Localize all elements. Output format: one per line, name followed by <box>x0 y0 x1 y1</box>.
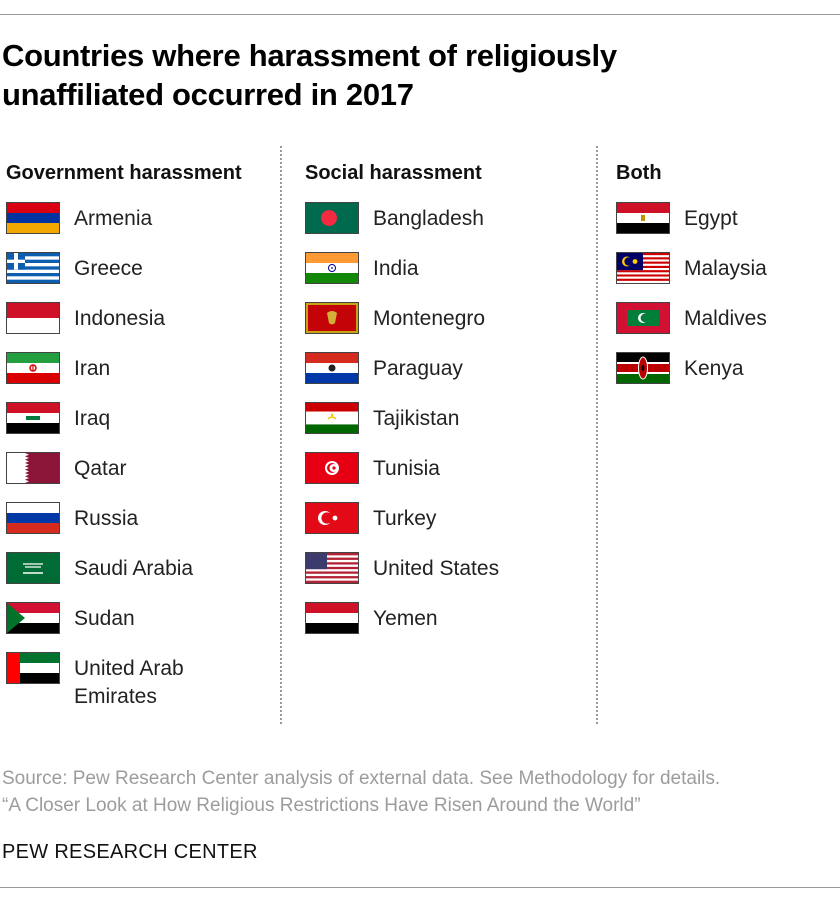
country-name: Sudan <box>74 607 135 630</box>
tunisia-flag-icon <box>305 452 359 484</box>
bottom-rule <box>0 887 840 888</box>
greece-flag-icon <box>6 252 60 284</box>
india-flag-icon <box>305 252 359 284</box>
country-item-malaysia: Malaysia <box>616 252 767 302</box>
country-name-line-1: United Arab <box>74 657 184 680</box>
turkey-flag-icon <box>305 502 359 534</box>
montenegro-flag-icon <box>305 302 359 334</box>
country-name: Montenegro <box>373 307 486 330</box>
country-name: United States <box>373 557 500 580</box>
russia-flag-icon <box>6 502 60 534</box>
yemen-flag-icon <box>305 602 359 634</box>
top-rule <box>0 14 840 15</box>
country-item-india: India <box>305 252 482 302</box>
paraguay-flag-icon <box>305 352 359 384</box>
country-item-montenegro: Montenegro <box>305 302 485 352</box>
title-line-2: unaffiliated occurred in 2017 <box>2 77 414 112</box>
united-states-flag-icon <box>305 552 359 584</box>
country-item-tajikistan: Tajikistan <box>305 402 482 452</box>
iraq-flag-icon <box>6 402 60 434</box>
iran-flag-icon <box>6 352 60 384</box>
country-item-kenya: Kenya <box>616 352 744 402</box>
country-name: Armenia <box>74 207 153 230</box>
country-name: Iraq <box>74 407 111 430</box>
title-line-1: Countries where harassment of religiousl… <box>2 38 617 73</box>
country-item-indonesia: Indonesia <box>6 302 242 352</box>
country-item-turkey: Turkey <box>305 502 482 552</box>
country-name: Greece <box>74 257 143 280</box>
column-divider-1 <box>280 146 282 724</box>
indonesia-flag-icon <box>6 302 60 334</box>
country-item-armenia: Armenia <box>6 202 242 252</box>
country-name: Indonesia <box>74 307 166 330</box>
country-name: Qatar <box>74 457 127 480</box>
armenia-flag-icon <box>6 202 60 234</box>
country-name: Iran <box>74 357 111 380</box>
saudi-arabia-flag-icon <box>6 552 60 584</box>
government-harassment-column: Government harassment Armenia Greece Ind… <box>6 160 242 714</box>
country-item-greece: Greece <box>6 252 242 302</box>
country-name: Maldives <box>684 307 767 330</box>
chart-title: Countries where harassment of religiousl… <box>2 36 802 114</box>
column-heading: Government harassment <box>6 162 242 184</box>
kenya-flag-icon <box>616 352 670 384</box>
maldives-flag-icon <box>616 302 670 334</box>
country-item-bangladesh: Bangladesh <box>305 202 484 252</box>
country-item-saudi-arabia: Saudi Arabia <box>6 552 242 602</box>
country-name: United Arab Emirates <box>74 655 274 711</box>
both-column: Both Egypt Malaysia Maldives <box>616 160 767 402</box>
column-heading: Social harassment <box>305 162 482 184</box>
source-line-2: “A Closer Look at How Religious Restrict… <box>2 795 641 816</box>
country-name-line-2: Emirates <box>74 685 157 708</box>
country-name: Paraguay <box>373 357 463 380</box>
country-item-iraq: Iraq <box>6 402 242 452</box>
country-item-sudan: Sudan <box>6 602 242 652</box>
malaysia-flag-icon <box>616 252 670 284</box>
country-item-russia: Russia <box>6 502 242 552</box>
country-item-united-states: United States <box>305 552 499 602</box>
egypt-flag-icon <box>616 202 670 234</box>
country-name: Egypt <box>684 207 738 230</box>
source-line-1: Source: Pew Research Center analysis of … <box>2 768 721 789</box>
column-divider-2 <box>596 146 598 724</box>
tajikistan-flag-icon <box>305 402 359 434</box>
bangladesh-flag-icon <box>305 202 359 234</box>
country-item-tunisia: Tunisia <box>305 452 482 502</box>
qatar-flag-icon <box>6 452 60 484</box>
country-item-uae: United Arab Emirates <box>6 652 242 714</box>
country-item-paraguay: Paraguay <box>305 352 482 402</box>
country-name: Kenya <box>684 357 744 380</box>
organization-credit: PEW RESEARCH CENTER <box>2 841 258 863</box>
country-name: Malaysia <box>684 257 767 280</box>
country-name: Saudi Arabia <box>74 557 194 580</box>
country-name: Bangladesh <box>373 207 484 230</box>
country-name: Russia <box>74 507 139 530</box>
uae-flag-icon <box>6 652 60 684</box>
country-name: Turkey <box>373 507 437 530</box>
source-note: Source: Pew Research Center analysis of … <box>2 765 720 819</box>
country-item-maldives: Maldives <box>616 302 767 352</box>
country-item-yemen: Yemen <box>305 602 482 652</box>
country-name: Tajikistan <box>373 407 460 430</box>
column-heading: Both <box>616 162 662 184</box>
country-item-egypt: Egypt <box>616 202 738 252</box>
country-item-iran: Iran <box>6 352 242 402</box>
country-name: India <box>373 257 419 280</box>
social-harassment-column: Social harassment Bangladesh India Monte… <box>305 160 499 652</box>
country-name: Yemen <box>373 607 438 630</box>
country-name: Tunisia <box>373 457 440 480</box>
sudan-flag-icon <box>6 602 60 634</box>
country-item-qatar: Qatar <box>6 452 242 502</box>
